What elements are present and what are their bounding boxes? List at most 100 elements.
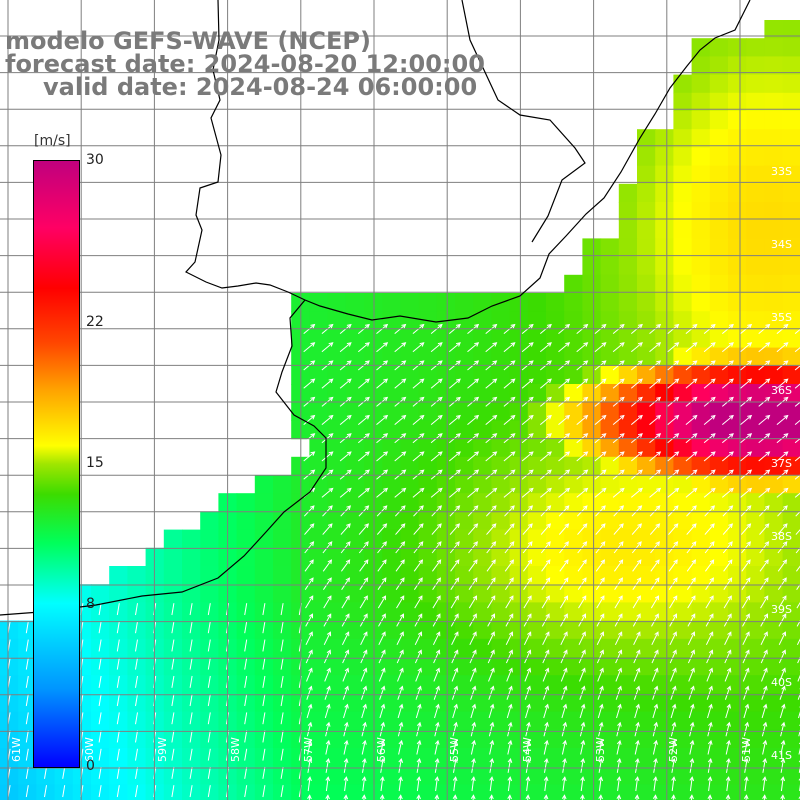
wind-arrow <box>432 631 441 646</box>
wind-cell <box>637 347 656 367</box>
wind-cell <box>728 475 747 494</box>
wind-arrow <box>649 505 661 517</box>
wind-cell <box>691 529 711 549</box>
wind-cell <box>564 675 583 694</box>
wind-arrow <box>396 613 404 627</box>
wind-arrow <box>650 559 660 572</box>
wind-cell <box>709 402 729 421</box>
wind-cell <box>182 584 201 603</box>
wind-arrow <box>244 603 248 616</box>
wind-cell <box>200 584 219 603</box>
wind-arrow <box>649 523 661 535</box>
wind-arrow <box>415 685 422 700</box>
wind-cell <box>764 766 784 785</box>
wind-cell <box>345 438 365 458</box>
wind-arrow <box>98 675 102 688</box>
wind-cell <box>546 638 565 658</box>
wind-arrow <box>450 559 460 572</box>
wind-arrow <box>795 510 800 517</box>
wind-cell <box>782 711 800 731</box>
wind-arrow <box>207 675 211 688</box>
wind-arrow <box>244 730 248 743</box>
wind-cell <box>764 38 784 57</box>
wind-cell <box>163 748 183 767</box>
wind-arrow <box>523 613 532 627</box>
wind-cell <box>746 420 765 440</box>
lat-label: 38S <box>771 530 792 543</box>
wind-cell <box>673 256 693 276</box>
wind-cell <box>455 675 474 694</box>
wind-arrow <box>688 703 695 719</box>
wind-arrow <box>207 657 211 670</box>
wind-cell <box>509 529 529 549</box>
wind-cell <box>418 438 438 458</box>
wind-arrow <box>760 649 768 664</box>
wind-cell <box>637 675 656 694</box>
wind-arrow <box>579 667 586 682</box>
wind-arrow <box>357 451 370 462</box>
wind-cell <box>0 729 19 749</box>
wind-arrow <box>740 414 753 425</box>
wind-cell <box>509 766 529 785</box>
wind-arrow <box>357 487 370 498</box>
wind-arrow <box>430 378 443 389</box>
wind-cell <box>673 511 693 531</box>
wind-arrow <box>171 621 175 634</box>
wind-arrow <box>207 694 211 707</box>
wind-arrow <box>595 541 606 554</box>
wind-arrow <box>796 601 800 609</box>
wind-cell <box>527 420 547 440</box>
wind-arrow <box>760 631 768 646</box>
wind-cell <box>728 402 747 421</box>
wind-cell <box>782 202 800 221</box>
wind-arrow <box>578 649 586 664</box>
wind-cell <box>455 602 474 622</box>
wind-cell <box>273 729 292 749</box>
wind-arrow <box>630 451 643 462</box>
lat-label: 35S <box>771 311 792 324</box>
wind-arrow <box>724 667 732 682</box>
wind-cell <box>364 365 383 385</box>
wind-arrow <box>579 685 586 700</box>
wind-cell <box>455 311 474 330</box>
wind-arrow <box>723 595 732 609</box>
wind-arrow <box>707 703 713 719</box>
wind-cell <box>91 766 110 785</box>
wind-arrow <box>777 505 788 517</box>
wind-arrow <box>262 748 266 761</box>
wind-cell <box>273 693 292 713</box>
wind-cell <box>473 475 492 494</box>
wind-cell <box>546 402 565 421</box>
wind-cell <box>418 657 438 676</box>
wind-arrow <box>322 505 333 517</box>
wind-arrow <box>449 523 460 535</box>
wind-arrow <box>577 577 587 590</box>
wind-arrow <box>434 721 440 737</box>
wind-cell <box>364 657 383 676</box>
wind-cell <box>163 693 183 713</box>
wind-cell <box>637 420 656 440</box>
wind-cell <box>600 693 620 713</box>
wind-cell <box>400 675 420 694</box>
wind-arrow <box>398 739 404 755</box>
wind-cell <box>746 111 765 130</box>
wind-arrow <box>280 603 284 616</box>
wind-cell <box>91 638 110 658</box>
wind-cell <box>655 347 674 367</box>
wind-cell <box>145 711 165 731</box>
wind-cell <box>309 402 329 421</box>
wind-arrow <box>397 703 404 719</box>
wind-arrow <box>614 631 623 646</box>
wind-cell <box>527 475 547 494</box>
wind-cell <box>527 729 547 749</box>
wind-cell <box>455 711 474 731</box>
wind-arrow <box>613 523 624 535</box>
wind-cell <box>327 384 347 403</box>
wind-cell <box>564 766 583 785</box>
wind-arrow <box>762 776 767 792</box>
wind-cell <box>618 657 638 676</box>
wind-cell <box>746 202 765 221</box>
wind-arrow <box>244 657 248 670</box>
